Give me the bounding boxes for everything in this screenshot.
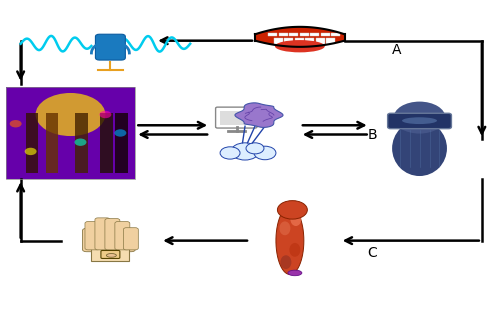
Bar xyxy=(6,87,136,179)
Circle shape xyxy=(220,147,240,159)
Bar xyxy=(274,38,283,44)
Bar xyxy=(220,111,252,125)
FancyBboxPatch shape xyxy=(101,251,120,258)
Bar xyxy=(310,33,320,36)
Text: A: A xyxy=(392,43,402,57)
Text: C: C xyxy=(367,246,377,260)
Ellipse shape xyxy=(280,255,291,269)
Circle shape xyxy=(246,143,264,154)
Bar xyxy=(6,87,136,179)
Ellipse shape xyxy=(288,270,302,276)
FancyBboxPatch shape xyxy=(216,107,257,128)
Bar xyxy=(290,33,298,36)
Circle shape xyxy=(24,148,36,155)
Bar xyxy=(326,38,336,44)
Bar xyxy=(268,33,278,36)
Bar xyxy=(332,33,340,36)
FancyBboxPatch shape xyxy=(388,113,452,129)
Bar xyxy=(92,248,130,260)
Bar xyxy=(100,113,113,173)
Bar xyxy=(306,38,314,44)
Polygon shape xyxy=(276,207,304,274)
FancyBboxPatch shape xyxy=(96,34,126,60)
Circle shape xyxy=(74,138,86,146)
Ellipse shape xyxy=(402,117,437,124)
Bar xyxy=(46,113,58,173)
Bar xyxy=(76,113,88,173)
Circle shape xyxy=(394,102,446,133)
Ellipse shape xyxy=(392,121,447,176)
Ellipse shape xyxy=(275,40,325,52)
Bar xyxy=(316,38,325,44)
FancyBboxPatch shape xyxy=(115,222,130,250)
FancyBboxPatch shape xyxy=(85,222,100,250)
Bar xyxy=(116,113,128,173)
Circle shape xyxy=(231,143,259,160)
Bar xyxy=(26,113,38,173)
FancyBboxPatch shape xyxy=(105,218,120,250)
Text: B: B xyxy=(367,128,377,142)
FancyBboxPatch shape xyxy=(95,218,110,250)
Bar xyxy=(284,38,294,44)
Circle shape xyxy=(278,201,308,219)
Ellipse shape xyxy=(290,212,302,226)
Circle shape xyxy=(10,120,22,127)
Ellipse shape xyxy=(106,254,117,257)
Polygon shape xyxy=(255,27,344,47)
Bar xyxy=(295,38,304,44)
Bar xyxy=(300,33,309,36)
FancyBboxPatch shape xyxy=(82,228,136,252)
Circle shape xyxy=(114,129,126,137)
FancyBboxPatch shape xyxy=(124,228,138,250)
Ellipse shape xyxy=(290,243,300,257)
Ellipse shape xyxy=(280,222,290,235)
Circle shape xyxy=(100,111,112,118)
Bar xyxy=(321,33,330,36)
Circle shape xyxy=(36,93,106,136)
Polygon shape xyxy=(235,103,283,127)
Circle shape xyxy=(254,146,276,160)
Bar xyxy=(279,33,288,36)
